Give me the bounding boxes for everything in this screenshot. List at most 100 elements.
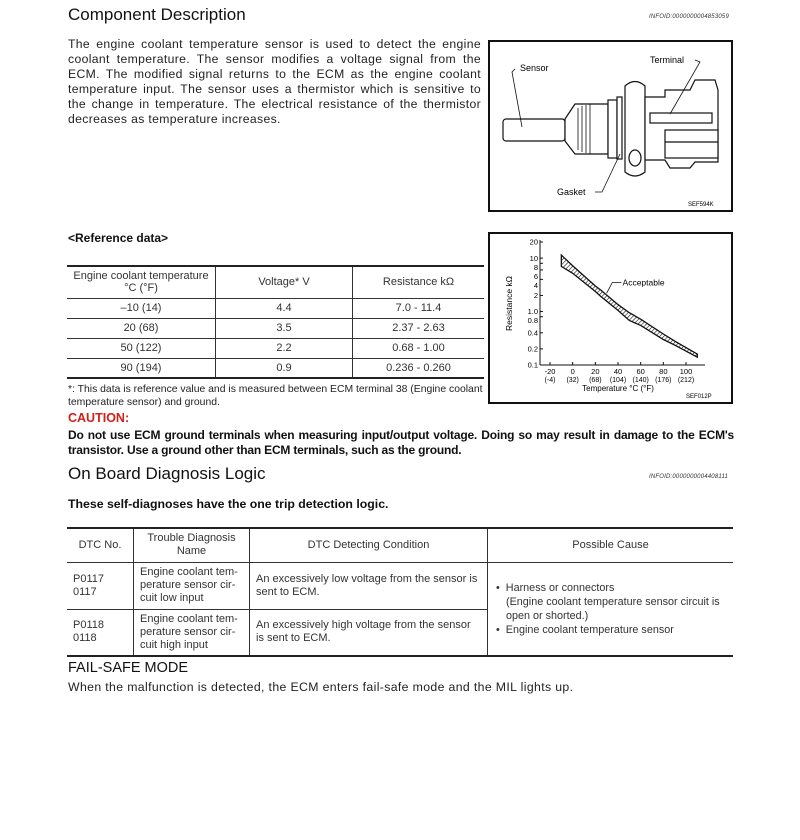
y-tick-label: 8 <box>534 263 538 272</box>
cell-resistance: 2.37 - 2.63 <box>352 318 484 339</box>
dtc-table: DTC No. Trouble Diagnosis Name DTC Detec… <box>67 527 733 657</box>
table-row: P0117 0117 Engine coolant tem-perature se… <box>67 562 733 657</box>
y-tick-label: 6 <box>534 272 538 281</box>
y-tick-label: 4 <box>534 281 538 290</box>
cell-temp: 90 (194) <box>67 358 216 379</box>
caution-label: CAUTION: <box>68 411 130 425</box>
y-tick-label: 0.8 <box>528 316 538 325</box>
chart-code: SEF012P <box>686 394 712 400</box>
col-header-dtc: DTC No. <box>67 528 134 563</box>
reference-footnote: *: This data is reference value and is m… <box>68 384 483 408</box>
x-axis-label: Temperature °C (°F) <box>582 384 654 393</box>
cause-item: • Engine coolant temperature sensor <box>496 623 674 636</box>
cell-name: Engine coolant tem-perature sensor cir-c… <box>133 609 250 657</box>
sensor-figure: Sensor Terminal Gasket SEF594K <box>488 40 733 212</box>
annotation-leader <box>606 282 622 294</box>
reference-heading: <Reference data> <box>68 231 169 245</box>
x-tick-label-f: (176) <box>655 377 671 384</box>
col-header-temp: Engine coolant temperature <box>73 270 209 283</box>
col-header-voltage: Voltage* V <box>215 266 353 299</box>
x-tick-label: 0 <box>571 367 575 376</box>
cell-temp: 50 (122) <box>67 338 216 359</box>
cell-voltage: 4.4 <box>215 298 353 319</box>
cell-voltage: 3.5 <box>215 318 353 339</box>
col-header-name: Trouble Diagnosis Name <box>133 528 250 563</box>
cell-name: Engine coolant tem-perature sensor cir-c… <box>133 562 250 610</box>
diagnosis-logic-title: On Board Diagnosis Logic <box>68 464 266 483</box>
x-tick-label: 40 <box>614 367 622 376</box>
chart-svg: 201086421.00.80.40.20.1-20(-4)0(32)20(68… <box>504 238 712 400</box>
x-tick-label-f: (140) <box>632 377 648 384</box>
x-tick-label: -20 <box>545 367 556 376</box>
cell-condition: An excessively low voltage from the sens… <box>249 562 488 610</box>
failsafe-text: When the malfunction is detected, the EC… <box>68 680 574 694</box>
cell-resistance: 7.0 - 11.4 <box>352 298 484 319</box>
x-tick-label: 60 <box>636 367 644 376</box>
cell-cause: • Harness or connectors (Engine coolant … <box>487 562 733 657</box>
x-tick-label-f: (104) <box>610 377 626 384</box>
dtc-code: P0117 <box>73 572 104 585</box>
cell-temp: –10 (14) <box>67 298 216 319</box>
component-description-title: Component Description <box>68 5 246 24</box>
terminal-label: Terminal <box>650 55 684 65</box>
x-tick-label-f: (212) <box>678 377 694 384</box>
col-header-condition: DTC Detecting Condition <box>249 528 488 563</box>
dtc-code-alt: 0118 <box>73 632 97 645</box>
table-row: P0118 0118 Engine coolant tem-perature se… <box>67 609 733 657</box>
y-tick-label: 1.0 <box>528 307 538 316</box>
failsafe-title: FAIL-SAFE MODE <box>68 660 189 676</box>
reference-header-row: Engine coolant temperature °C (°F) Voltag… <box>67 266 484 299</box>
y-tick-label: 0.2 <box>528 345 538 354</box>
x-tick-label: 100 <box>680 367 693 376</box>
cell-voltage: 0.9 <box>215 358 353 379</box>
x-tick-label-f: (68) <box>589 377 601 384</box>
col-header-temp-unit: °C (°F) <box>124 282 158 295</box>
sensor-label: Sensor <box>520 63 549 73</box>
table-row: 50 (122) 2.2 0.68 - 1.00 <box>67 338 484 359</box>
acceptable-band <box>560 253 698 359</box>
cause-text: Engine coolant temperature sensor <box>505 623 674 636</box>
cell-resistance: 0.68 - 1.00 <box>352 338 484 359</box>
y-tick-label: 0.1 <box>528 361 538 370</box>
cell-condition: An excessively high voltage from the sen… <box>249 609 488 657</box>
dtc-code: P0118 <box>73 619 104 632</box>
col-header-cause: Possible Cause <box>487 528 733 563</box>
x-tick-label: 20 <box>591 367 599 376</box>
y-axis-label: Resistance kΩ <box>504 276 514 331</box>
cause-text: Harness or connectors <box>505 581 615 594</box>
name-line: perature sensor cir- <box>140 625 236 638</box>
x-tick-label-f: (32) <box>566 377 578 384</box>
cell-temp: 20 (68) <box>67 318 216 339</box>
y-tick-label: 0.4 <box>528 329 538 338</box>
cell-voltage: 2.2 <box>215 338 353 359</box>
y-tick-label: 20 <box>530 238 538 247</box>
name-line: cuit low input <box>140 592 204 604</box>
name-line: Engine coolant tem- <box>140 612 238 625</box>
name-line: perature sensor cir- <box>140 579 236 591</box>
infoid-component: INFOID:0000000004853059 <box>649 14 729 20</box>
diagnosis-subtitle: These self-diagnoses have the one trip d… <box>68 497 389 511</box>
col-header-resistance: Resistance kΩ <box>352 266 484 299</box>
cause-detail: (Engine coolant temperature sensor circu… <box>506 595 720 622</box>
dtc-header-row: DTC No. Trouble Diagnosis Name DTC Detec… <box>67 528 733 563</box>
dtc-code-alt: 0117 <box>73 585 97 598</box>
cell-resistance: 0.236 - 0.260 <box>352 358 484 379</box>
y-tick-label: 10 <box>530 254 538 263</box>
x-tick-label: 80 <box>659 367 667 376</box>
name-line: Engine coolant tem- <box>140 566 238 578</box>
caution-text: Do not use ECM ground terminals when mea… <box>68 428 734 457</box>
figure-code: SEF594K <box>688 202 714 208</box>
component-description-text: The engine coolant temperature sensor is… <box>68 37 481 126</box>
table-row: 90 (194) 0.9 0.236 - 0.260 <box>67 358 484 379</box>
cause-item: • Harness or connectors <box>496 581 615 594</box>
cell-dtc: P0118 0118 <box>67 609 134 657</box>
sensor-illustration: Sensor Terminal Gasket SEF594K <box>502 55 719 208</box>
x-tick-label-f: (-4) <box>545 377 556 384</box>
cell-dtc: P0117 0117 <box>67 562 134 610</box>
annotation-label: Acceptable <box>623 277 665 287</box>
y-tick-label: 2 <box>534 291 538 300</box>
reference-table: Engine coolant temperature °C (°F) Voltag… <box>67 265 484 379</box>
name-line: cuit high input <box>140 638 208 651</box>
resistance-chart: 20 10 8 6 4 2 1.0 0.8 0.4 0.2 0.1 -20 (-4) 0 (32) 20 (68… <box>488 232 733 404</box>
infoid-diagnosis: INFOID:0000000004408111 <box>649 474 729 480</box>
